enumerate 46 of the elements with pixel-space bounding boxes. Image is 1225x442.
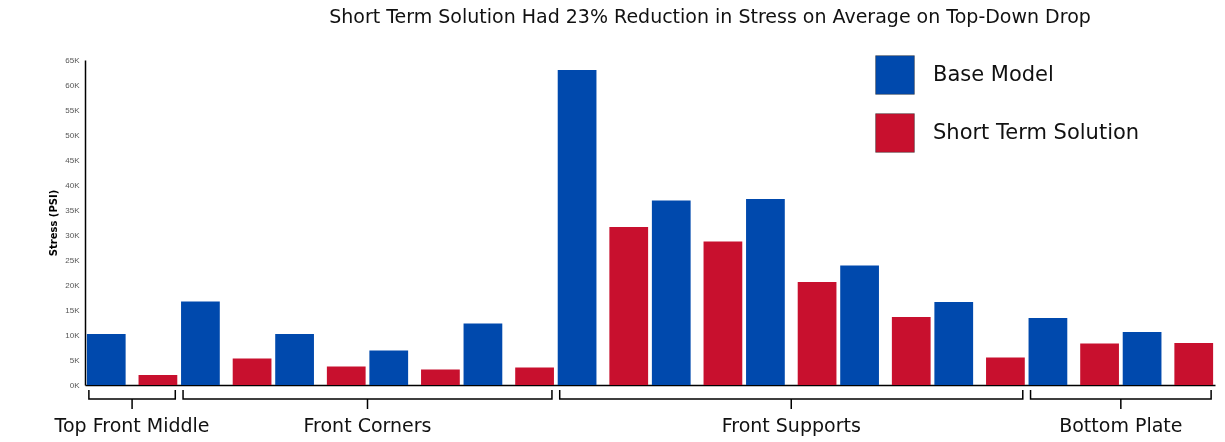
bar xyxy=(703,241,743,385)
y-tick-label: 45K xyxy=(65,155,81,165)
y-tick-label: 40K xyxy=(65,180,81,190)
legend-label: Base Model xyxy=(933,62,1054,86)
bar xyxy=(421,369,460,385)
y-tick-label: 20K xyxy=(65,280,81,290)
bar xyxy=(746,199,785,385)
y-tick-label: 5K xyxy=(69,355,81,365)
bar xyxy=(181,301,220,385)
bar xyxy=(840,265,879,385)
y-tick-label: 55K xyxy=(65,105,81,115)
text: Bottom Plate xyxy=(1059,414,1183,436)
bar xyxy=(934,302,974,385)
bar xyxy=(86,334,126,385)
text: Front Supports xyxy=(721,414,861,436)
bar xyxy=(138,375,178,385)
text: Top Front Middle xyxy=(54,414,210,436)
text: Front Corners xyxy=(303,414,432,436)
bar xyxy=(1122,332,1162,385)
y-tick-label: 35K xyxy=(65,205,81,215)
bar xyxy=(515,367,554,385)
y-tick-label: 50K xyxy=(65,130,81,140)
bar xyxy=(275,334,314,385)
y-tick-label: 25K xyxy=(65,255,81,265)
bar xyxy=(232,358,272,385)
bar xyxy=(609,227,649,385)
bar xyxy=(651,200,691,385)
y-tick-label: 10K xyxy=(65,330,81,340)
bar xyxy=(1174,343,1214,385)
bar xyxy=(557,70,597,385)
bar xyxy=(797,282,837,385)
y-tick-label: 60K xyxy=(65,80,81,90)
bar xyxy=(326,366,366,385)
y-tick-label: 15K xyxy=(65,305,81,315)
bar xyxy=(891,317,931,385)
bar xyxy=(1028,318,1068,385)
y-tick-label: 30K xyxy=(65,230,81,240)
y-tick-label: 65K xyxy=(65,55,81,65)
bar xyxy=(1080,343,1119,385)
y-tick-label: 0K xyxy=(69,380,81,390)
bar xyxy=(986,357,1025,385)
chart-title: Short Term Solution Had 23% Reduction in Stress on Average on Top-Down Drop xyxy=(329,5,1091,27)
bar xyxy=(369,350,409,385)
bar xyxy=(463,323,503,385)
legend-label: Short Term Solution xyxy=(933,120,1140,144)
y-axis-title: Stress (PSI) xyxy=(48,189,60,257)
